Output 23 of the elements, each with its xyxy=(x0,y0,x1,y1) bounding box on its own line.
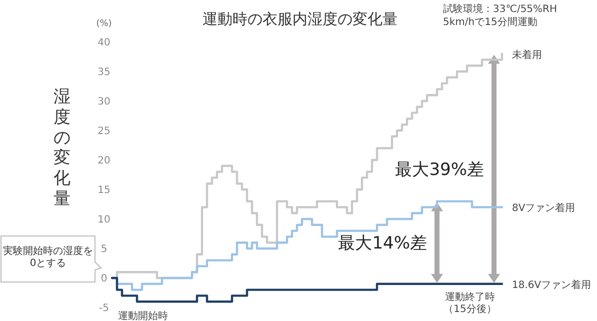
series-label: 18.6Vファン着用 xyxy=(512,278,592,291)
y-tick-label: 10 xyxy=(98,214,110,226)
y-tick-label: 25 xyxy=(98,126,110,137)
annotation: 最大39%差 xyxy=(395,160,484,180)
annotation: 最大14%差 xyxy=(338,234,427,254)
y-tick-label: 5 xyxy=(100,244,108,255)
y-tick-label: 20 xyxy=(98,156,110,166)
chart-title: 運動時の衣服内湿度の変化量 xyxy=(202,10,398,28)
y-tick-label: 30 xyxy=(98,96,110,108)
text: 5km/hで15分間運動 xyxy=(443,16,538,28)
y-tick-label: -5 xyxy=(99,303,109,314)
chart-subtitle: 試験環境：33℃/55%RH xyxy=(443,3,558,15)
text: (%) xyxy=(96,19,112,29)
y-tick-label: 35 xyxy=(98,67,110,78)
series-label: 8Vファン着用 xyxy=(512,202,576,214)
annotation: 運動終了時（15分後） xyxy=(444,291,496,315)
y-axis-title: 湿度の変化量 xyxy=(54,87,70,209)
text: 実験開始時の湿度を0とする xyxy=(3,245,93,269)
y-tick-label: 15 xyxy=(98,185,110,196)
text: 運動開始時 xyxy=(118,310,168,321)
y-tick-label: 40 xyxy=(98,38,110,48)
y-tick-label: 0 xyxy=(100,274,108,284)
series-label: 未着用 xyxy=(512,48,542,61)
